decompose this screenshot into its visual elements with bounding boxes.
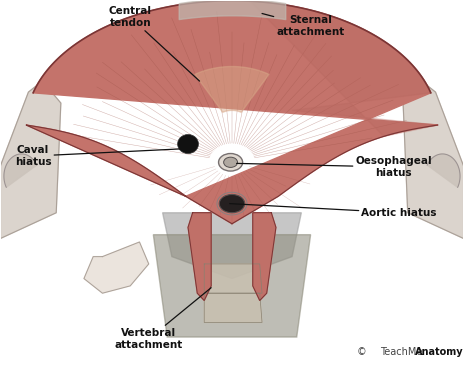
Text: Vertebral
attachment: Vertebral attachment <box>115 288 211 350</box>
Text: Anatomy: Anatomy <box>415 347 463 357</box>
Text: #444444: #444444 <box>459 360 465 361</box>
Polygon shape <box>4 154 36 187</box>
Text: Sternal
attachment: Sternal attachment <box>262 14 345 37</box>
Polygon shape <box>204 293 262 323</box>
Text: Oesophageal
hiatus: Oesophageal hiatus <box>237 156 432 178</box>
Text: Caval
hiatus: Caval hiatus <box>15 145 183 167</box>
Polygon shape <box>188 213 211 301</box>
Polygon shape <box>0 81 61 238</box>
Polygon shape <box>0 1 463 366</box>
Polygon shape <box>26 1 438 224</box>
Text: Central
tendon: Central tendon <box>109 6 200 81</box>
Ellipse shape <box>224 157 237 167</box>
Polygon shape <box>403 81 463 238</box>
Ellipse shape <box>178 135 199 153</box>
Polygon shape <box>253 213 276 301</box>
Text: ©: © <box>357 347 366 357</box>
Polygon shape <box>153 235 310 337</box>
Ellipse shape <box>219 153 243 171</box>
Polygon shape <box>427 154 460 187</box>
Polygon shape <box>204 264 262 293</box>
Polygon shape <box>195 66 269 112</box>
Polygon shape <box>84 242 149 293</box>
Text: TeachMe: TeachMe <box>380 347 422 357</box>
Polygon shape <box>163 213 301 279</box>
Polygon shape <box>250 1 438 137</box>
Ellipse shape <box>219 195 245 213</box>
Text: Aortic hiatus: Aortic hiatus <box>230 204 437 218</box>
